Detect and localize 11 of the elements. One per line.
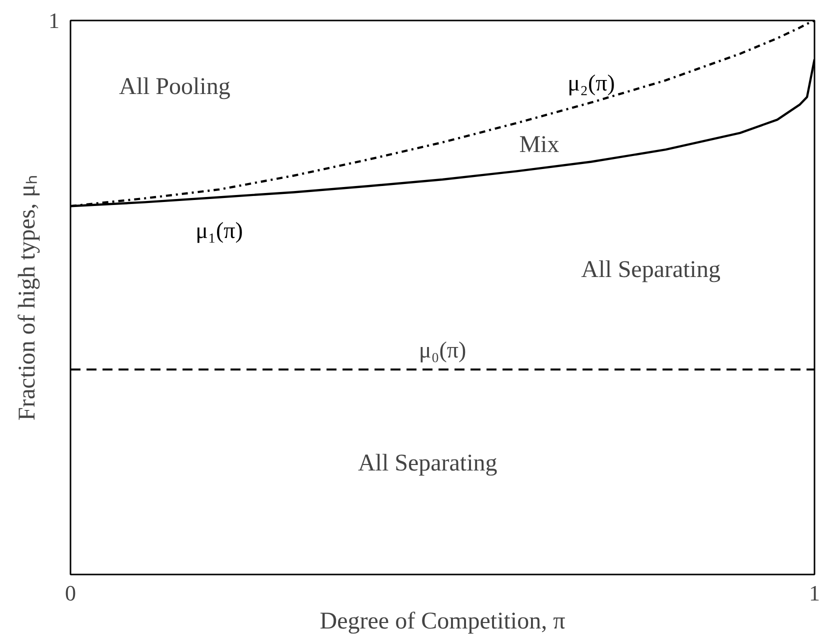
text: 1 bbox=[48, 8, 60, 33]
y-axis-title: Fraction of high types, μₕ bbox=[14, 174, 40, 421]
ref-line-label: μ₀(π) bbox=[418, 338, 466, 363]
series-label: μ₁(π) bbox=[196, 218, 243, 243]
annotation: Mix bbox=[519, 132, 560, 158]
x-axis-title: Degree of Competition, π bbox=[320, 608, 566, 634]
x-tick-label: 0 bbox=[65, 580, 76, 606]
annotation: All Pooling bbox=[118, 74, 230, 100]
annotation: All Separating bbox=[581, 256, 720, 283]
series-label: μ₂(π) bbox=[568, 70, 615, 96]
annotation: All Separating bbox=[358, 450, 498, 477]
